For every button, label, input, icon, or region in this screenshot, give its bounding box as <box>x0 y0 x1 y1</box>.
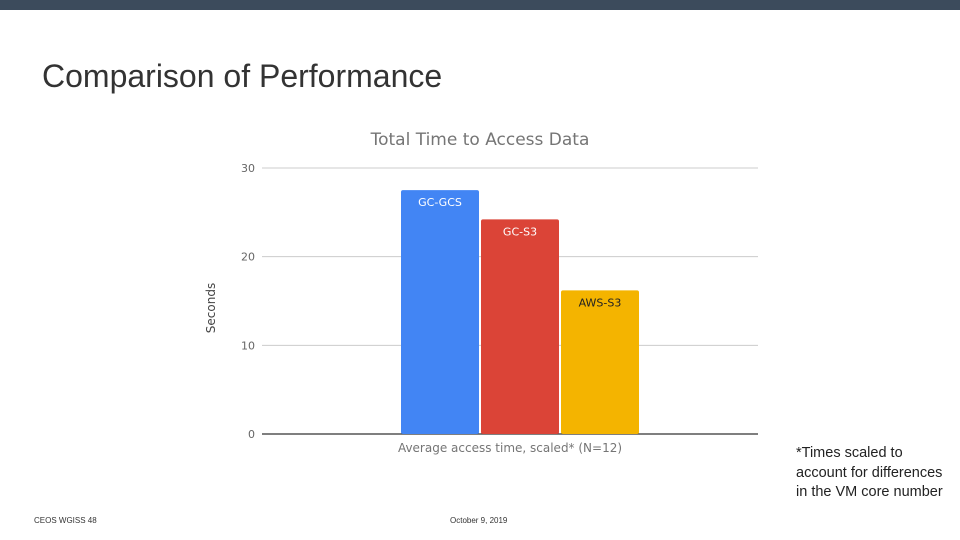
bar-label-gc-gcs: GC-GCS <box>418 196 462 209</box>
bar-chart: 0 10 20 30 GC-GCS GC-S3 AWS-S3 Total Time to … <box>204 130 758 455</box>
y-axis-label: Seconds <box>204 283 218 333</box>
footer-date: October 9, 2019 <box>450 516 508 525</box>
bar-label-gc-s3: GC-S3 <box>503 225 537 238</box>
slide-title: Comparison of Performance <box>42 58 443 94</box>
bar-gc-gcs <box>401 190 479 434</box>
footer-event-label: CEOS WGISS 48 <box>34 516 97 525</box>
y-tick-label: 20 <box>241 251 255 264</box>
x-axis-label: Average access time, scaled* (N=12) <box>398 441 622 455</box>
bar-aws-s3 <box>561 290 639 434</box>
chart-bars: GC-GCS GC-S3 AWS-S3 <box>401 190 639 434</box>
chart-title: Total Time to Access Data <box>370 130 590 150</box>
top-bar <box>0 0 960 10</box>
bar-label-aws-s3: AWS-S3 <box>579 296 622 309</box>
bar-gc-s3 <box>481 219 559 434</box>
y-tick-label: 30 <box>241 162 255 175</box>
y-tick-label: 0 <box>248 428 255 441</box>
y-tick-label: 10 <box>241 339 255 352</box>
footnote: *Times scaled to account for differences… <box>796 445 943 500</box>
